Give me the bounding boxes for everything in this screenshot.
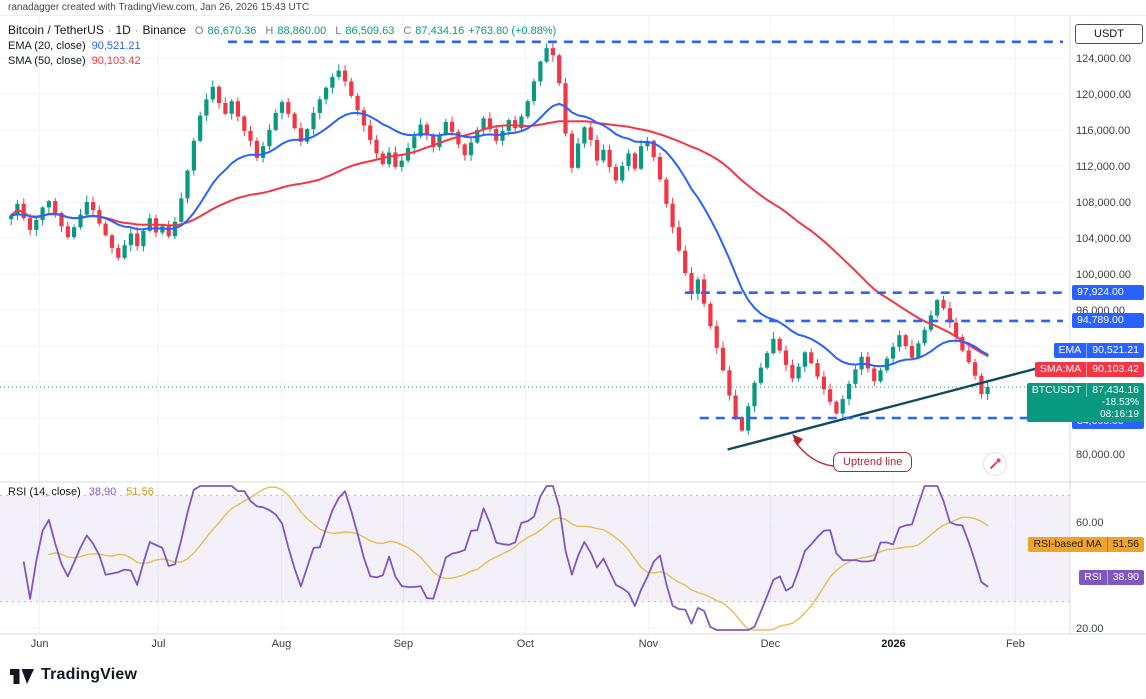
candlesticks — [9, 43, 990, 435]
last-price-value: 87,434.16 — [1092, 384, 1139, 397]
price-level-label-97924: 97,924.00 — [1072, 285, 1144, 301]
rsi-axis-label: RSI 38.90 — [1079, 570, 1144, 586]
svg-text:Feb: Feb — [1006, 638, 1025, 650]
sma-legend-row: SMA (50, close) 90,103.42 — [8, 55, 556, 67]
ema-axis-label: EMA 90,521.21 — [1053, 343, 1144, 359]
ema-legend-title[interactable]: EMA (20, close) — [8, 40, 86, 52]
bar-countdown: 08:16:19 — [1100, 409, 1139, 421]
symbol-legend-row: Bitcoin / TetherUS · 1D · Binance O 86,67… — [8, 23, 556, 37]
chart-svg[interactable]: 124,000.00 120,000.00 116,000.00 112,000.00… — [0, 16, 1146, 652]
overlay-lines — [0, 40, 1070, 631]
sma-axis-label: SMA:MA 90,103.42 — [1034, 362, 1144, 378]
symbol-title[interactable]: Bitcoin / TetherUS — [8, 23, 104, 37]
svg-text:Sep: Sep — [394, 638, 414, 650]
svg-text:112,000.00: 112,000.00 — [1076, 161, 1130, 173]
svg-text:124,000.00: 124,000.00 — [1076, 53, 1131, 65]
axis-labels: 124,000.00 120,000.00 116,000.00 112,000.00… — [0, 16, 1146, 650]
svg-text:20.00: 20.00 — [1076, 623, 1104, 635]
interval-label[interactable]: 1D — [115, 23, 131, 37]
change-percent: -18.53% — [1101, 397, 1139, 409]
chart-area: 124,000.00 120,000.00 116,000.00 112,000.00… — [0, 15, 1146, 651]
export-header: ranadagger created with TradingView.com,… — [0, 0, 1146, 15]
rsi-legend-row: RSI (14, close) 38.90 51.56 — [8, 486, 154, 498]
high-label: H — [265, 25, 274, 37]
low-label: L — [335, 25, 342, 37]
tradingview-brand-text[interactable]: TradingView — [41, 666, 138, 683]
open-value: 86,670.36 — [207, 25, 257, 37]
svg-text:108,000.00: 108,000.00 — [1076, 197, 1131, 209]
price-level-label-94789: 94,789.00 — [1072, 313, 1144, 329]
export-header-text: ranadagger created with TradingView.com,… — [8, 2, 310, 13]
sma-legend-title[interactable]: SMA (50, close) — [8, 55, 86, 67]
svg-text:Oct: Oct — [517, 638, 534, 650]
annotations-layer — [792, 434, 834, 467]
close-value: 87,434.16 — [415, 25, 465, 37]
footer: TradingView — [0, 651, 1146, 699]
svg-text:Nov: Nov — [639, 638, 659, 650]
svg-text:Aug: Aug — [272, 638, 292, 650]
rsi-ma-legend-value: 51.56 — [126, 486, 154, 498]
chart-legend: Bitcoin / TetherUS · 1D · Binance O 86,67… — [8, 23, 556, 70]
separator-dot: · — [107, 25, 112, 37]
rsi-ma-axis-label: RSI-based MA 51.56 — [1028, 536, 1144, 552]
svg-text:Jul: Jul — [151, 638, 165, 650]
currency-unit-button[interactable]: USDT — [1075, 24, 1143, 44]
close-label: C — [403, 25, 412, 37]
open-label: O — [194, 25, 204, 37]
svg-text:60.00: 60.00 — [1076, 517, 1104, 529]
ticker-name: BTCUSDT — [1027, 383, 1088, 398]
sma-legend-value: 90,103.42 — [91, 55, 141, 67]
rsi-legend-title[interactable]: RSI (14, close) — [8, 486, 81, 498]
svg-text:104,000.00: 104,000.00 — [1076, 233, 1131, 245]
separator-dot: · — [134, 25, 139, 37]
svg-text:2026: 2026 — [881, 638, 905, 650]
ema-legend-value: 90,521.21 — [91, 40, 141, 52]
drawing-tool-button[interactable] — [983, 452, 1007, 476]
svg-text:120,000.00: 120,000.00 — [1076, 89, 1131, 101]
pencil-icon — [989, 458, 1001, 470]
tradingview-logo-icon[interactable] — [10, 665, 34, 685]
svg-text:100,000.00: 100,000.00 — [1076, 269, 1131, 281]
exchange-label[interactable]: Binance — [142, 23, 186, 37]
low-value: 86,509.63 — [345, 25, 395, 37]
last-price-axis-label: BTCUSDT 87,434.16 -18.53% 08:16:19 — [1026, 383, 1144, 423]
ema-legend-row: EMA (20, close) 90,521.21 — [8, 40, 556, 52]
high-value: 88,860.00 — [277, 25, 327, 37]
svg-text:116,000.00: 116,000.00 — [1076, 125, 1130, 137]
grid-lines — [0, 16, 1070, 634]
svg-text:Jun: Jun — [31, 638, 49, 650]
rsi-legend-value: 38.90 — [88, 486, 117, 498]
svg-text:Dec: Dec — [761, 638, 781, 650]
change-value: +763.80 (+0.88%) — [468, 25, 557, 37]
uptrend-line-callout[interactable]: Uptrend line — [833, 452, 913, 472]
svg-text:80,000.00: 80,000.00 — [1076, 449, 1125, 461]
